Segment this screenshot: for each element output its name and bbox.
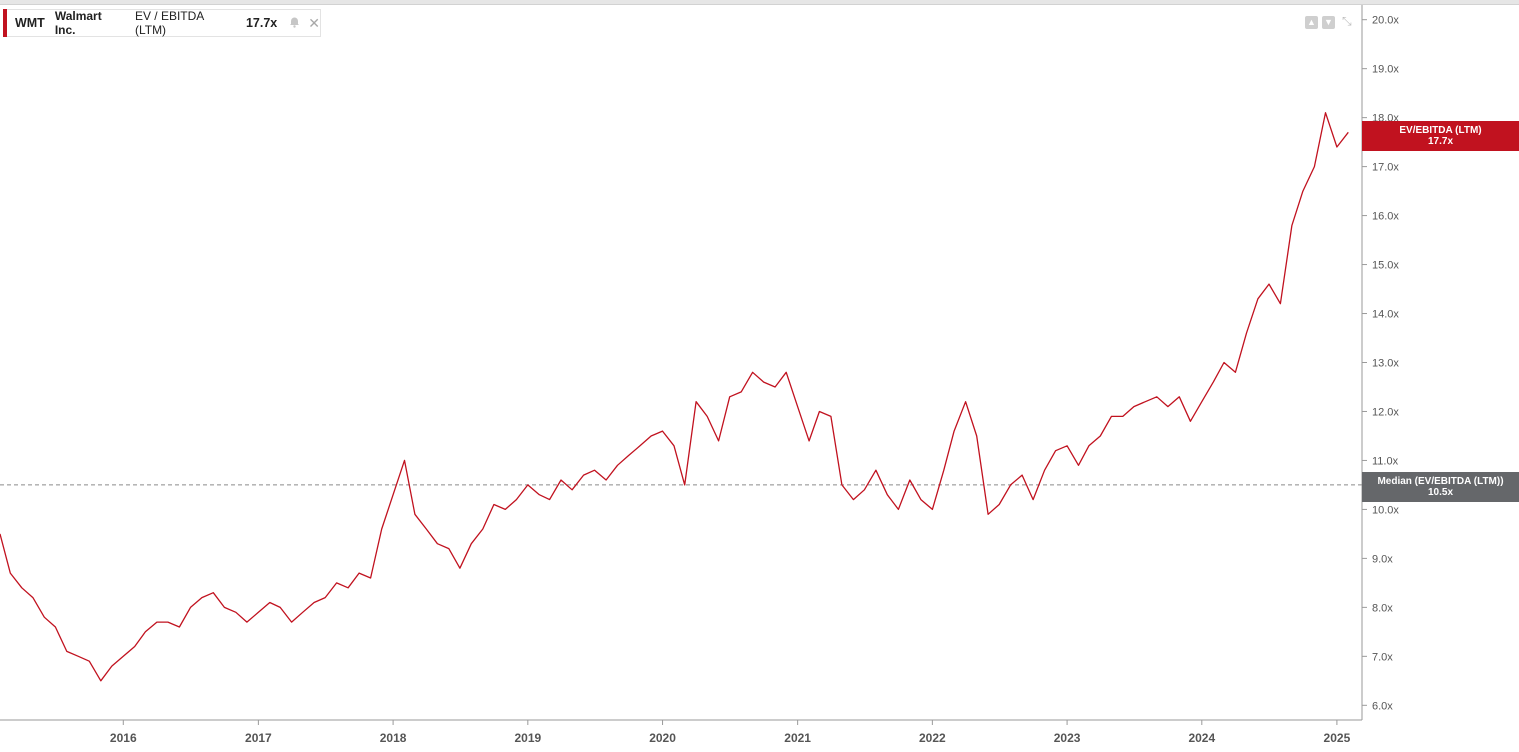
legend-box[interactable]: WMT Walmart Inc. EV / EBITDA (LTM) 17.7x…	[3, 9, 321, 37]
y-tick-label: 16.0x	[1372, 211, 1399, 223]
x-tick-label: 2021	[784, 731, 811, 745]
series-layer	[0, 112, 1349, 682]
y-tick-label: 20.0x	[1372, 15, 1399, 27]
y-tick-label: 7.0x	[1372, 651, 1393, 663]
y-axis: 6.0x 7.0x 8.0x 9.0x 10.0x 11.0x 12.0x 13.0x 14.0…	[1362, 15, 1399, 712]
current-value-tag: EV/EBITDA (LTM) 17.7x	[1362, 121, 1519, 151]
y-tick-label: 6.0x	[1372, 700, 1393, 712]
y-tick-label: 12.0x	[1372, 406, 1399, 418]
y-tick-label: 8.0x	[1372, 602, 1393, 614]
y-tick-label: 15.0x	[1372, 260, 1399, 272]
axes-layer	[0, 5, 1363, 721]
bell-icon[interactable]	[288, 16, 301, 31]
x-tick-label: 2024	[1188, 731, 1215, 745]
x-tick-label: 2016	[110, 731, 137, 745]
x-axis: 2016 2017 2018 2019 2020 2021 2022 2023 2024 2025	[110, 720, 1351, 745]
x-tick-label: 2025	[1324, 731, 1351, 745]
legend-color-marker	[3, 9, 7, 37]
y-tick-label: 10.0x	[1372, 504, 1399, 516]
x-tick-label: 2019	[514, 731, 541, 745]
x-tick-label: 2017	[245, 731, 272, 745]
top-border	[0, 0, 1519, 5]
move-down-icon[interactable]: ▼	[1322, 16, 1335, 29]
legend-value: 17.7x	[245, 16, 278, 30]
median-value: 10.5x	[1427, 487, 1454, 498]
y-tick-label: 13.0x	[1372, 358, 1399, 370]
series-line-ev-ebitda	[0, 112, 1349, 682]
y-tick-label: 14.0x	[1372, 309, 1399, 321]
legend-company: Walmart Inc.	[54, 9, 102, 37]
median-label: Median (EV/EBITDA (LTM))	[1377, 476, 1504, 487]
close-icon[interactable]: ✕	[308, 14, 320, 31]
x-tick-label: 2018	[380, 731, 407, 745]
legend-ticker: WMT	[14, 16, 45, 30]
y-tick-label: 9.0x	[1372, 553, 1393, 565]
y-tick-label: 19.0x	[1372, 64, 1399, 76]
move-up-icon[interactable]: ▲	[1305, 16, 1318, 29]
expand-icon[interactable]: ⤡	[1342, 14, 1352, 28]
y-tick-label: 11.0x	[1372, 455, 1399, 467]
y-tick-label: 17.0x	[1372, 162, 1399, 174]
current-value: 17.7x	[1427, 136, 1454, 147]
x-tick-label: 2023	[1054, 731, 1081, 745]
current-value-label: EV/EBITDA (LTM)	[1399, 125, 1482, 136]
median-tag: Median (EV/EBITDA (LTM)) 10.5x	[1362, 472, 1519, 502]
x-tick-label: 2020	[649, 731, 676, 745]
legend-metric: EV / EBITDA (LTM)	[134, 9, 204, 37]
x-tick-label: 2022	[919, 731, 946, 745]
